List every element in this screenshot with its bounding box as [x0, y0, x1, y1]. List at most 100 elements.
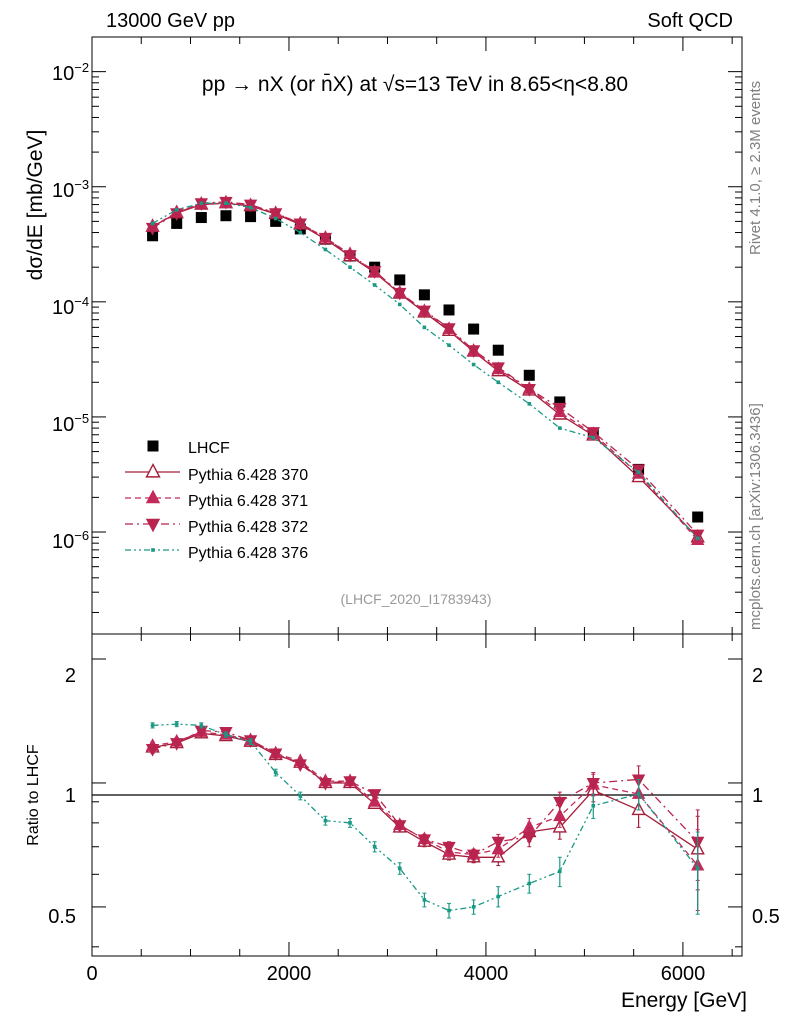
data-point-marker — [527, 402, 532, 406]
data-point-marker — [343, 776, 357, 789]
data-point-marker — [224, 201, 228, 205]
data-point-marker — [270, 215, 282, 227]
series-line-main — [152, 201, 699, 536]
ratio-tick-label-left: 1 — [65, 785, 76, 807]
data-point-marker — [692, 511, 704, 523]
legend-label-372: Pythia 6.428 372 — [188, 519, 308, 536]
data-point-marker — [150, 723, 155, 728]
data-point-marker — [174, 722, 179, 726]
ratio-tick-label-right: 2 — [752, 665, 763, 687]
axis-ticks — [91, 36, 742, 956]
y-tick-label-1e-6: 10−6 — [52, 528, 89, 553]
data-point-marker — [293, 759, 307, 773]
rivet-version-label: Rivet 4.1.0, ≥ 2.3M events — [747, 81, 764, 255]
y-tick-label-1e-2: 10−2 — [52, 60, 89, 85]
data-point-marker — [147, 440, 159, 452]
data-point-marker — [422, 898, 427, 902]
data-point-marker — [466, 345, 481, 358]
data-point-marker — [393, 287, 407, 301]
ratio-tick-label-right: 0.5 — [752, 906, 780, 928]
data-point-marker — [199, 201, 204, 205]
data-point-marker — [269, 208, 283, 221]
data-point-marker — [591, 804, 596, 808]
x-axis-label: Energy [GeV] — [621, 989, 747, 1012]
data-point-marker — [422, 325, 427, 330]
data-point-marker — [248, 739, 253, 744]
data-point-marker — [636, 470, 641, 475]
data-point-marker — [496, 380, 501, 385]
data-point-marker — [522, 384, 536, 397]
data-point-marker — [372, 844, 377, 849]
data-point-marker — [394, 274, 406, 286]
series-line-main — [152, 202, 699, 541]
series-line-main — [152, 202, 699, 539]
data-point-marker — [348, 265, 352, 269]
data-point-marker — [145, 743, 160, 757]
y-tick-label-1e-3: 10−3 — [52, 177, 89, 202]
data-point-marker — [174, 208, 179, 212]
chart-title: pp → nX (or n̄X) at √s=13 TeV in 8.65<η<… — [202, 73, 628, 96]
data-point-marker — [393, 820, 407, 833]
data-point-marker — [553, 796, 567, 810]
data-point-marker — [298, 230, 303, 235]
data-point-marker — [273, 770, 278, 775]
data-point-marker — [145, 489, 161, 504]
x-tick-labels: 0 2000 4000 6000 — [86, 963, 705, 985]
series-line-main — [152, 202, 699, 538]
analysis-tag: (LHCF_2020_I1783943) — [341, 591, 492, 607]
data-point-marker — [471, 905, 476, 909]
legend-label-371: Pythia 6.428 371 — [188, 493, 308, 510]
data-point-marker — [695, 866, 700, 871]
data-point-marker — [471, 362, 476, 367]
data-point-marker — [273, 216, 278, 221]
y-tick-labels: 10−6 10−5 10−4 10−3 10−2 — [52, 60, 89, 553]
data-point-marker — [558, 869, 562, 874]
legend: LHCF Pythia 6.428 370 Pythia 6.428 371 P… — [125, 440, 308, 562]
ratio-tick-label-left: 0.5 — [48, 906, 76, 928]
y-axis-label: dσ/dE [mb/GeV] — [24, 130, 47, 281]
data-point-marker — [220, 210, 232, 222]
ratio-y-axis-label: Ratio to LHCF — [25, 744, 42, 846]
data-point-marker — [468, 323, 480, 335]
data-point-marker — [318, 778, 333, 791]
data-point-marker — [417, 834, 432, 847]
data-point-marker — [195, 212, 207, 224]
data-point-marker — [269, 748, 283, 762]
data-point-marker — [586, 778, 600, 791]
ratio-tick-labels: 0.5 1 2 0.5 1 2 — [48, 665, 780, 928]
data-point-marker — [586, 427, 600, 440]
data-point-marker — [323, 818, 328, 823]
data-point-marker — [553, 402, 567, 416]
data-point-marker — [248, 205, 253, 210]
data-point-marker — [636, 792, 641, 796]
data-point-marker — [443, 304, 455, 316]
data-point-marker — [442, 841, 456, 855]
x-tick-label: 6000 — [661, 963, 706, 985]
data-point-marker — [298, 794, 303, 798]
data-point-marker — [527, 881, 532, 886]
data-point-marker — [171, 217, 183, 229]
data-point-marker — [348, 821, 352, 825]
data-point-marker — [397, 866, 402, 871]
series-line-ratio — [152, 731, 699, 867]
data-point-marker — [447, 343, 451, 347]
header-left-label: 13000 GeV pp — [106, 10, 235, 32]
data-point-marker — [522, 831, 536, 845]
data-point-marker — [199, 723, 204, 728]
data-point-marker — [695, 536, 700, 541]
y-tick-label-1e-5: 10−5 — [52, 411, 89, 436]
legend-label-370: Pythia 6.428 370 — [188, 467, 308, 484]
legend-label-lhcf: LHCF — [188, 440, 230, 457]
data-point-marker — [245, 211, 257, 223]
ratio-tick-label-right: 1 — [752, 785, 763, 807]
series-line-ratio — [152, 723, 699, 912]
data-point-marker — [397, 302, 402, 307]
data-point-marker — [447, 908, 451, 913]
x-tick-label: 2000 — [267, 963, 312, 985]
data-point-marker — [372, 283, 377, 287]
ratio-tick-label-left: 2 — [65, 665, 76, 687]
data-point-marker — [224, 732, 228, 737]
data-point-marker — [170, 738, 184, 751]
data-point-marker — [150, 221, 155, 226]
data-point-marker — [323, 247, 328, 252]
